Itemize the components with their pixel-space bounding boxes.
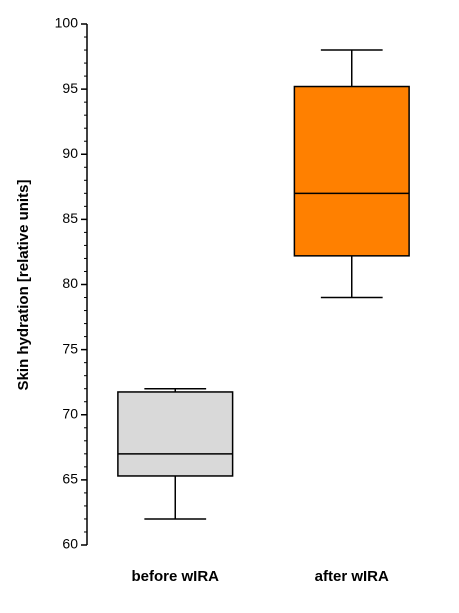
y-tick-label: 75 <box>62 340 78 356</box>
y-tick-label: 95 <box>62 80 78 96</box>
y-tick-label: 100 <box>55 15 79 31</box>
y-axis-label: Skin hydration [relative units] <box>15 180 32 391</box>
x-tick-label: after wIRA <box>315 568 389 585</box>
y-tick-label: 65 <box>62 471 78 487</box>
y-tick-label: 80 <box>62 275 78 291</box>
x-tick-label: before wIRA <box>131 568 219 585</box>
y-tick-label: 90 <box>62 145 78 161</box>
box <box>293 85 410 257</box>
y-tick-label: 70 <box>62 405 78 421</box>
box <box>117 391 234 477</box>
y-tick-label: 85 <box>62 210 78 226</box>
y-tick-label: 60 <box>62 536 78 552</box>
